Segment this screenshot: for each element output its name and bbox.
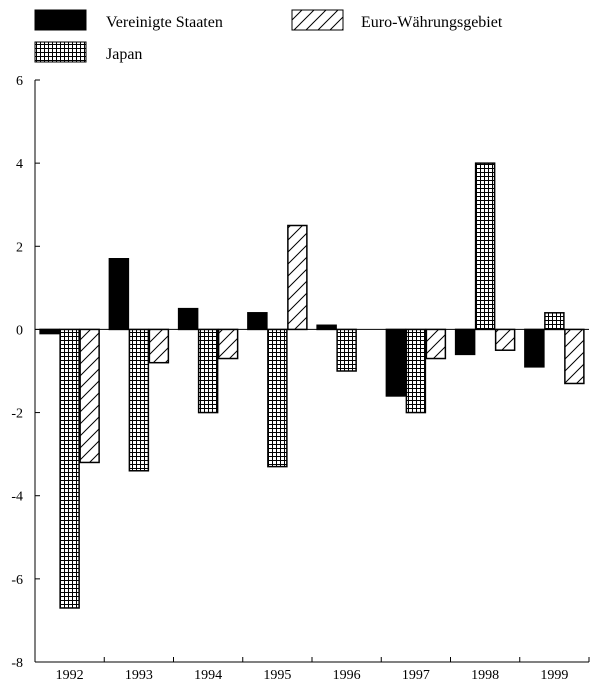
y-tick-label: -2 [11, 407, 23, 422]
x-tick-label: 1997 [402, 668, 430, 683]
bar-diagonal-1993 [148, 328, 170, 364]
x-tick-label: 1993 [125, 668, 153, 683]
bar-crosshatch-1999 [544, 312, 565, 331]
x-axis: 1992 1993 1994 1995 1996 1997 1998 1999 [34, 657, 590, 683]
x-tick-label: 1999 [540, 668, 568, 683]
y-tick-label: 4 [16, 157, 23, 172]
bar-solid-1995 [247, 312, 268, 331]
x-tick-label: 1995 [263, 668, 291, 683]
bar-solid-1992 [39, 328, 60, 335]
y-tick-label: 0 [16, 323, 23, 338]
bar-solid-1998 [454, 328, 476, 356]
bar-diagonal-1999 [564, 328, 585, 385]
bar-solid-1997 [385, 328, 407, 397]
bar-diagonal-1997 [425, 328, 447, 360]
bars [39, 162, 585, 609]
y-tick-label: -8 [11, 656, 23, 671]
y-axis: 6 4 2 0 -2 -4 -6 -8 [11, 74, 40, 671]
x-tick-label: 1996 [333, 668, 361, 683]
x-tick-label: 1992 [56, 668, 84, 683]
y-tick-label: -4 [11, 490, 23, 505]
legend-label-japan: Japan [106, 46, 142, 63]
bar-crosshatch-1996 [336, 328, 357, 372]
bar-solid-1994 [177, 307, 199, 331]
legend: Vereinigte Staaten Euro-Währungsgebiet J… [34, 9, 503, 63]
bar-crosshatch-1992 [59, 328, 80, 609]
x-tick-label: 1994 [194, 668, 222, 683]
bar-crosshatch-1997 [405, 328, 427, 414]
bar-solid-1993 [108, 258, 130, 331]
bar-diagonal-1995 [287, 224, 308, 331]
legend-item-japan: Japan [34, 41, 142, 63]
bar-crosshatch-1994 [197, 328, 219, 414]
legend-swatch-japan [34, 41, 87, 63]
bar-diagonal-1998 [494, 328, 516, 351]
bar-solid-1996 [316, 324, 337, 331]
legend-label-vereinigte-staaten: Vereinigte Staaten [106, 14, 223, 31]
legend-swatch-vereinigte-staaten [34, 9, 87, 31]
legend-label-euro-waehrungsgebiet: Euro-Währungsgebiet [361, 14, 503, 31]
y-tick-label: -6 [11, 573, 23, 588]
bar-solid-1999 [524, 328, 545, 368]
bar-diagonal-1994 [217, 328, 239, 360]
bar-crosshatch-1998 [474, 162, 496, 331]
legend-item-vereinigte-staaten: Vereinigte Staaten [34, 9, 223, 31]
y-tick-label: 2 [16, 240, 23, 255]
bar-diagonal-1992 [79, 328, 100, 464]
y-tick-label: 6 [16, 74, 23, 89]
legend-item-euro-waehrungsgebiet: Euro-Währungsgebiet [291, 9, 503, 31]
bar-crosshatch-1995 [267, 328, 288, 468]
x-tick-label: 1998 [471, 668, 499, 683]
bar-crosshatch-1993 [128, 328, 150, 472]
legend-swatch-euro-waehrungsgebiet [291, 9, 344, 31]
